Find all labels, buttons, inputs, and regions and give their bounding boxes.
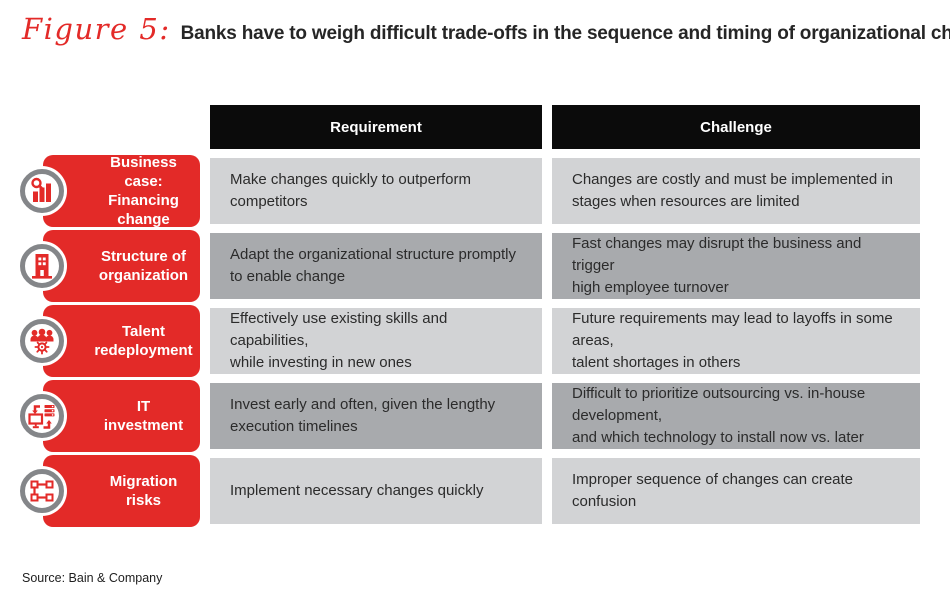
challenge-cell: Future requirements may lead to layoffs … xyxy=(552,308,920,374)
challenge-cell: Changes are costly and must be implement… xyxy=(552,158,920,224)
row-label-talent: Talent redeployment xyxy=(20,305,200,377)
magnifier-bar-chart-icon xyxy=(31,177,51,202)
row-icon-circle xyxy=(20,169,64,213)
row-label-business-case: Business case: Financing change xyxy=(20,153,200,229)
challenge-cell: Fast changes may disrupt the business an… xyxy=(552,233,920,299)
tradeoffs-table: Requirement Challenge Business case: Fin… xyxy=(20,105,920,527)
row-label-box: Talent redeployment xyxy=(43,305,200,377)
row-label-it: IT investment xyxy=(20,380,200,452)
figure-title: Figure 5: Banks have to weigh difficult … xyxy=(22,12,950,46)
challenge-cell: Difficult to prioritize outsourcing vs. … xyxy=(552,383,920,449)
source-note: Source: Bain & Company xyxy=(22,571,163,585)
row-label-box: Structure of organization xyxy=(43,230,200,302)
row-label-box: Migration risks xyxy=(43,455,200,527)
row-label-line: Migration xyxy=(109,472,178,490)
row-label-line: investment xyxy=(103,417,184,434)
row-label-line: redeployment xyxy=(94,342,193,359)
row-label-migration: Migration risks xyxy=(20,455,200,527)
row-label-line: Financing change xyxy=(108,192,179,229)
column-header-challenge: Challenge xyxy=(552,105,920,149)
row-label-structure: Structure of organization xyxy=(20,230,200,302)
figure-number-label: Figure 5: xyxy=(22,12,171,46)
row-label-line: Business case: xyxy=(110,153,177,190)
row-label-line: Talent xyxy=(121,322,166,340)
challenge-cell: Improper sequence of changes can create … xyxy=(552,458,920,524)
row-label-line: risks xyxy=(125,492,162,509)
row-icon-circle xyxy=(20,394,64,438)
requirement-cell: Adapt the organizational structure promp… xyxy=(210,233,542,299)
header-spacer xyxy=(20,105,200,149)
building-icon xyxy=(32,254,52,279)
row-label-box: IT investment xyxy=(43,380,200,452)
people-gear-icon xyxy=(30,328,54,355)
column-header-requirement: Requirement xyxy=(210,105,542,149)
row-label-box: Business case: Financing change xyxy=(43,153,200,229)
row-icon-circle xyxy=(20,244,64,288)
row-icon-circle xyxy=(20,319,64,363)
row-label-line: Structure of xyxy=(100,247,186,265)
requirement-cell: Effectively use existing skills and capa… xyxy=(210,308,542,374)
network-nodes-icon xyxy=(30,480,54,502)
row-icon-circle xyxy=(20,469,64,513)
computer-server-sync-icon xyxy=(28,405,55,429)
requirement-cell: Invest early and often, given the length… xyxy=(210,383,542,449)
page-title: Banks have to weigh difficult trade-offs… xyxy=(180,23,950,44)
row-label-line: IT xyxy=(136,397,151,415)
requirement-cell: Implement necessary changes quickly xyxy=(210,458,542,524)
requirement-cell: Make changes quickly to outperform compe… xyxy=(210,158,542,224)
row-label-line: organization xyxy=(98,267,189,284)
